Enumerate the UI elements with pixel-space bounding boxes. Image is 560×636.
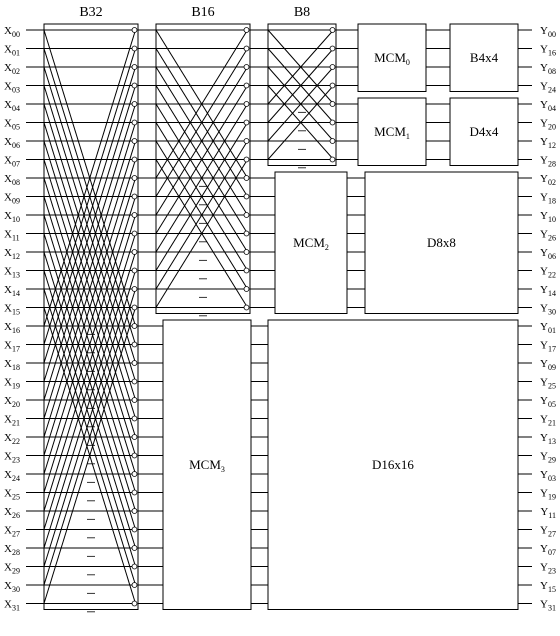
dct-architecture-diagram: B32 B16 B8 MCM0 B4x4 MCM1 D4x4 MCM2 D8x8 MCM3 D16x… — [0, 0, 560, 636]
svg-text:Y30: Y30 — [540, 303, 556, 317]
svg-text:MCM0: MCM0 — [374, 50, 410, 67]
svg-text:Y13: Y13 — [540, 432, 556, 446]
svg-text:Y21: Y21 — [540, 414, 556, 428]
svg-text:X18: X18 — [4, 358, 20, 372]
svg-text:Y27: Y27 — [540, 525, 556, 539]
svg-text:X12: X12 — [4, 247, 20, 261]
svg-text:Y20: Y20 — [540, 118, 556, 132]
svg-text:X28: X28 — [4, 543, 20, 557]
svg-text:X16: X16 — [4, 321, 20, 335]
svg-text:Y08: Y08 — [540, 62, 556, 76]
svg-text:X04: X04 — [4, 99, 20, 113]
svg-text:Y06: Y06 — [540, 247, 556, 261]
svg-text:MCM2: MCM2 — [293, 235, 329, 252]
svg-text:X25: X25 — [4, 488, 20, 502]
svg-text:Y09: Y09 — [540, 358, 556, 372]
svg-text:B4x4: B4x4 — [470, 50, 499, 65]
svg-text:Y15: Y15 — [540, 580, 556, 594]
svg-text:X08: X08 — [4, 173, 20, 187]
svg-text:X17: X17 — [4, 340, 20, 354]
svg-text:Y29: Y29 — [540, 451, 556, 465]
svg-text:X30: X30 — [4, 580, 20, 594]
svg-text:D16x16: D16x16 — [372, 457, 414, 472]
svg-text:X22: X22 — [4, 432, 20, 446]
svg-text:X19: X19 — [4, 377, 20, 391]
svg-text:Y03: Y03 — [540, 469, 556, 483]
svg-text:Y25: Y25 — [540, 377, 556, 391]
svg-text:X11: X11 — [4, 229, 20, 243]
svg-text:Y02: Y02 — [540, 173, 556, 187]
svg-text:D4x4: D4x4 — [470, 124, 499, 139]
svg-text:X20: X20 — [4, 395, 20, 409]
svg-text:X02: X02 — [4, 62, 20, 76]
svg-text:X13: X13 — [4, 266, 20, 280]
svg-text:MCM1: MCM1 — [374, 124, 410, 141]
svg-text:Y05: Y05 — [540, 395, 556, 409]
svg-text:Y10: Y10 — [540, 210, 556, 224]
svg-text:Y12: Y12 — [540, 136, 556, 150]
svg-text:B8: B8 — [294, 5, 310, 20]
svg-text:X31: X31 — [4, 599, 20, 613]
svg-text:X24: X24 — [4, 469, 20, 483]
svg-text:D8x8: D8x8 — [427, 235, 456, 250]
svg-text:Y24: Y24 — [540, 81, 556, 95]
svg-text:Y26: Y26 — [540, 229, 556, 243]
svg-text:Y18: Y18 — [540, 192, 556, 206]
svg-text:MCM3: MCM3 — [189, 457, 225, 474]
svg-text:Y01: Y01 — [540, 321, 556, 335]
svg-text:Y28: Y28 — [540, 155, 556, 169]
svg-text:Y23: Y23 — [540, 562, 556, 576]
svg-text:Y11: Y11 — [540, 506, 556, 520]
svg-text:X07: X07 — [4, 155, 20, 169]
svg-text:X03: X03 — [4, 81, 20, 95]
svg-text:X15: X15 — [4, 303, 20, 317]
svg-text:X01: X01 — [4, 44, 20, 58]
svg-text:X09: X09 — [4, 192, 20, 206]
svg-text:X26: X26 — [4, 506, 20, 520]
svg-text:X29: X29 — [4, 562, 20, 576]
svg-text:Y22: Y22 — [540, 266, 556, 280]
svg-text:Y07: Y07 — [540, 543, 556, 557]
svg-text:Y17: Y17 — [540, 340, 556, 354]
svg-text:B16: B16 — [191, 5, 214, 20]
svg-text:Y31: Y31 — [540, 599, 556, 613]
svg-text:Y00: Y00 — [540, 25, 556, 39]
svg-text:Y14: Y14 — [540, 284, 556, 298]
svg-text:Y16: Y16 — [540, 44, 556, 58]
svg-text:X21: X21 — [4, 414, 20, 428]
svg-text:Y04: Y04 — [540, 99, 556, 113]
svg-text:Y19: Y19 — [540, 488, 556, 502]
svg-text:X14: X14 — [4, 284, 20, 298]
svg-text:X10: X10 — [4, 210, 20, 224]
svg-text:X05: X05 — [4, 118, 20, 132]
svg-text:X06: X06 — [4, 136, 20, 150]
svg-text:X23: X23 — [4, 451, 20, 465]
svg-text:X00: X00 — [4, 25, 20, 39]
svg-text:B32: B32 — [79, 5, 102, 20]
svg-text:X27: X27 — [4, 525, 20, 539]
